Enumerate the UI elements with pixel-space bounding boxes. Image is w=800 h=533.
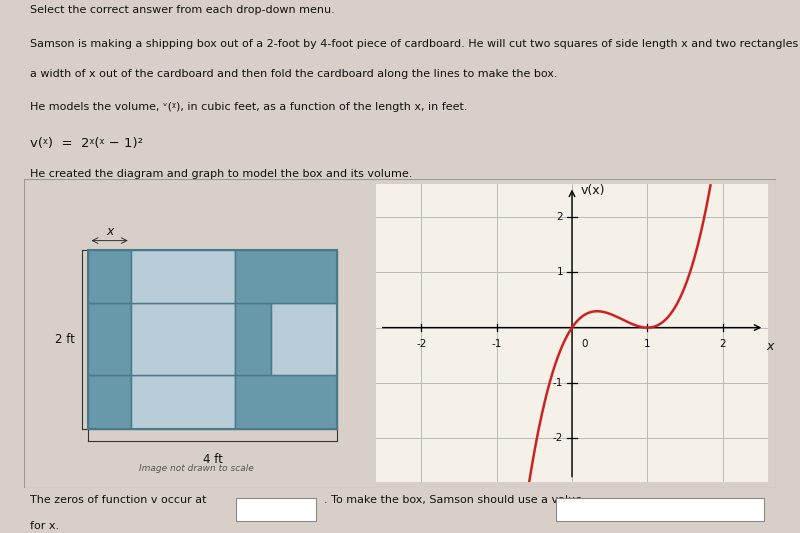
Text: -2: -2 [553,433,563,443]
Text: v(x): v(x) [581,184,606,197]
Bar [89,375,130,429]
Text: v(ᵡ)  =  2ᵡ(ᵡ − 1)²: v(ᵡ) = 2ᵡ(ᵡ − 1)² [30,137,143,150]
Bar [236,498,316,521]
Text: 2 ft: 2 ft [55,333,75,345]
Text: -1: -1 [491,338,502,349]
Text: x: x [106,224,114,238]
Bar [89,303,130,375]
Text: -1: -1 [553,378,563,388]
Text: . To make the box, Samson should use a value: . To make the box, Samson should use a v… [324,495,582,505]
Text: -2: -2 [416,338,426,349]
Text: 2: 2 [719,338,726,349]
Text: Image not drawn to scale: Image not drawn to scale [138,464,254,473]
Bar [235,303,271,375]
Bar [130,375,235,429]
Text: a width of x out of the cardboard and then fold the cardboard along the lines to: a width of x out of the cardboard and th… [30,69,558,78]
Bar [271,303,337,375]
Bar [130,303,235,375]
Text: Select the correct answer from each drop-down menu.: Select the correct answer from each drop… [30,5,335,15]
Text: for x.: for x. [30,521,59,531]
Bar [556,498,764,521]
Text: 2: 2 [556,212,563,222]
Text: x: x [766,340,774,353]
Text: 1: 1 [556,268,563,277]
Bar [130,249,235,303]
Text: Samson is making a shipping box out of a 2-foot by 4-foot piece of cardboard. He: Samson is making a shipping box out of a… [30,39,800,49]
Text: The zeros of function v occur at: The zeros of function v occur at [30,495,207,505]
Text: 0: 0 [581,338,587,349]
Bar [235,249,337,303]
Text: ▾: ▾ [756,505,760,514]
Text: 1: 1 [644,338,650,349]
Text: He created the diagram and graph to model the box and its volume.: He created the diagram and graph to mode… [30,169,413,179]
Bar [235,375,337,429]
Text: ▾: ▾ [304,505,308,514]
Bar [89,249,337,429]
Text: 4 ft: 4 ft [203,453,222,465]
Text: He models the volume, ᵛ(ᵡ), in cubic feet, as a function of the length x, in fee: He models the volume, ᵛ(ᵡ), in cubic fee… [30,102,468,112]
Bar [89,249,130,303]
